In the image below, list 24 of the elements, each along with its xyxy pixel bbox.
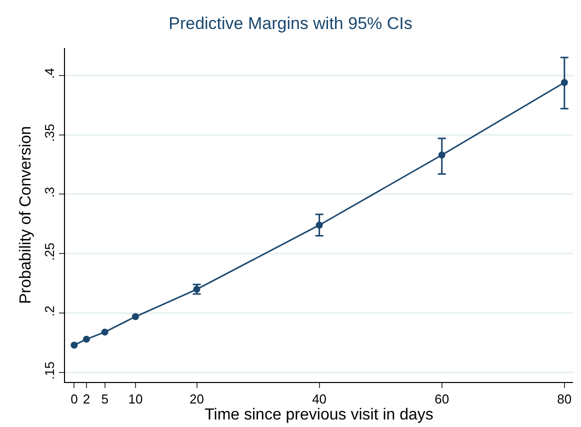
x-tick-label: 2 (82, 392, 90, 407)
point (82, 336, 90, 343)
x-tick-label: 40 (312, 392, 327, 407)
x-tick-label: 80 (557, 392, 572, 407)
x-tick-label: 5 (101, 392, 108, 407)
y-tick-label: .25 (42, 242, 57, 261)
point (560, 78, 568, 86)
y-tick-label: .15 (42, 362, 57, 380)
point (101, 328, 108, 336)
y-tick-label: .2 (42, 306, 57, 317)
x-tick-label: 10 (128, 392, 143, 407)
point (316, 222, 323, 229)
point (438, 151, 446, 158)
point (132, 313, 139, 320)
y-tick-label: .4 (42, 68, 57, 79)
point (70, 342, 78, 349)
y-tick-label: .3 (42, 186, 57, 198)
chart-title: Predictive Margins with 95% CIs (168, 14, 412, 33)
x-axis-title: Time since previous visit in days (204, 406, 434, 424)
x-tick-label: 20 (190, 392, 204, 407)
x-tick-label: 60 (434, 392, 450, 407)
y-axis-title: Probability of Conversion (18, 126, 35, 304)
y-tick-label: .35 (42, 124, 57, 142)
x-tick-label: 0 (70, 392, 78, 407)
